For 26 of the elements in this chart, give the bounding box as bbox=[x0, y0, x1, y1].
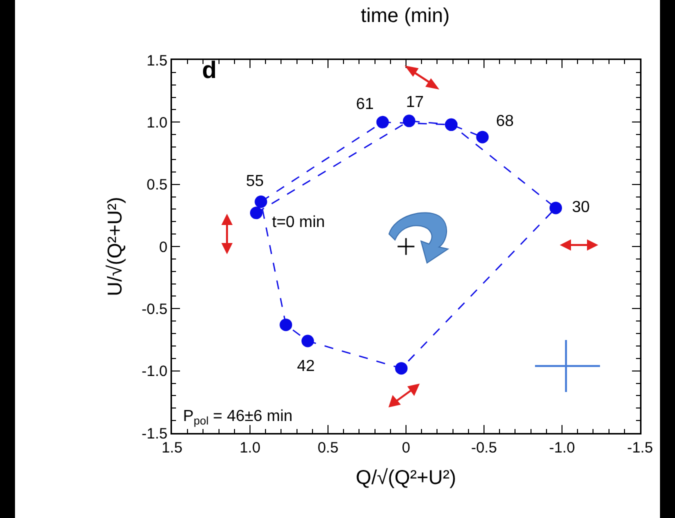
y-tick-label: -0.5 bbox=[142, 300, 168, 318]
y-tick-label: -1.0 bbox=[142, 363, 168, 380]
x-tick-label: 1.0 bbox=[240, 440, 260, 456]
annotation: 17 bbox=[406, 94, 424, 111]
x-tick-label: -1.5 bbox=[627, 440, 653, 456]
x-tick-label: 0 bbox=[402, 440, 410, 456]
y-tick-label: 1.0 bbox=[146, 114, 168, 132]
x-tick-label: -0.5 bbox=[471, 440, 497, 456]
annotation: P$_{pol}$ = 46±6 min bbox=[183, 408, 293, 428]
annotation: 42 bbox=[297, 358, 315, 375]
y-axis-title: U/√(Q²+U²) bbox=[104, 196, 126, 296]
annotation: 61 bbox=[356, 96, 374, 113]
x-axis-title: Q/√(Q²+U²) bbox=[356, 466, 456, 489]
annotation: d bbox=[202, 57, 217, 84]
annotation: t=0 min bbox=[272, 214, 325, 231]
y-tick-label: -1.5 bbox=[142, 425, 168, 442]
x-tick-label: -1.0 bbox=[549, 440, 575, 456]
chart-title: time (min) bbox=[360, 4, 450, 27]
x-tick-label: 1.5 bbox=[162, 440, 182, 456]
annotation: 55 bbox=[246, 173, 264, 190]
annotation: 68 bbox=[496, 113, 514, 130]
y-tick-label: 0.5 bbox=[146, 176, 168, 194]
y-tick-label: 1.5 bbox=[146, 52, 168, 70]
y-tick-label: 0 bbox=[159, 238, 168, 256]
x-tick-label: 0.5 bbox=[318, 440, 338, 456]
annotation: 30 bbox=[572, 199, 590, 216]
